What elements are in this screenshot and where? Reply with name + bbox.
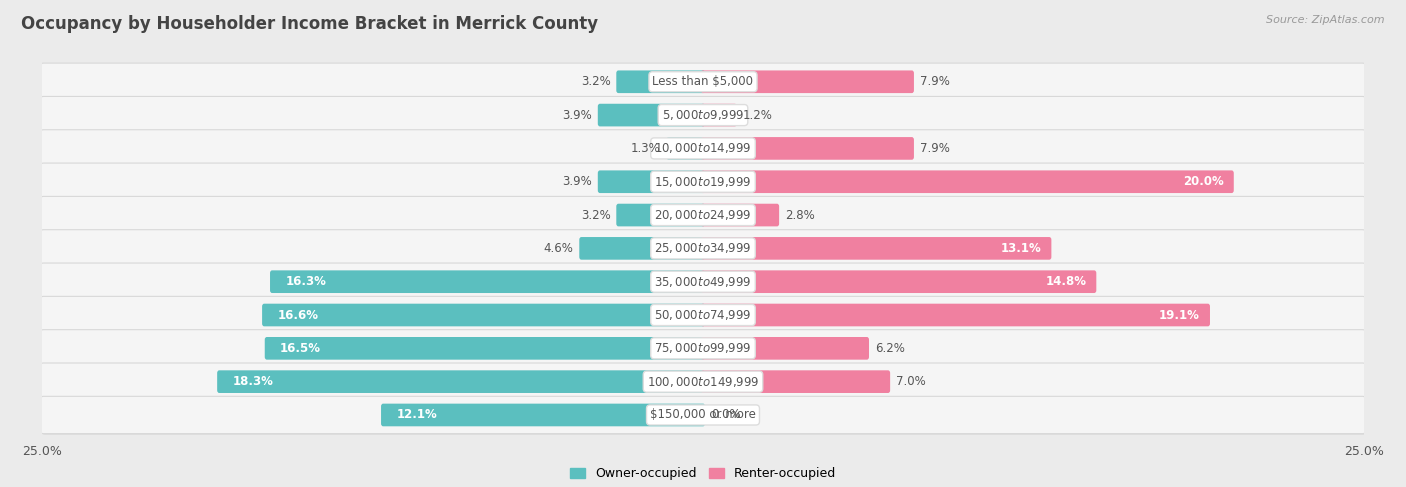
Text: 16.3%: 16.3% — [285, 275, 326, 288]
Text: Less than $5,000: Less than $5,000 — [652, 75, 754, 88]
Text: $100,000 to $149,999: $100,000 to $149,999 — [647, 375, 759, 389]
Text: $35,000 to $49,999: $35,000 to $49,999 — [654, 275, 752, 289]
FancyBboxPatch shape — [598, 170, 706, 193]
Text: 3.2%: 3.2% — [581, 75, 610, 88]
Text: 4.6%: 4.6% — [544, 242, 574, 255]
Text: 16.6%: 16.6% — [277, 308, 318, 321]
Text: 7.9%: 7.9% — [920, 142, 949, 155]
Text: $150,000 or more: $150,000 or more — [650, 409, 756, 421]
Text: Occupancy by Householder Income Bracket in Merrick County: Occupancy by Householder Income Bracket … — [21, 15, 598, 33]
Text: 1.2%: 1.2% — [742, 109, 772, 122]
Text: $15,000 to $19,999: $15,000 to $19,999 — [654, 175, 752, 189]
FancyBboxPatch shape — [264, 337, 706, 360]
FancyBboxPatch shape — [39, 230, 1367, 267]
Text: 20.0%: 20.0% — [1182, 175, 1223, 188]
Text: Source: ZipAtlas.com: Source: ZipAtlas.com — [1267, 15, 1385, 25]
Text: 19.1%: 19.1% — [1159, 308, 1199, 321]
Text: 18.3%: 18.3% — [232, 375, 273, 388]
Text: 0.0%: 0.0% — [711, 409, 741, 421]
FancyBboxPatch shape — [41, 231, 1371, 268]
Text: 1.3%: 1.3% — [631, 142, 661, 155]
FancyBboxPatch shape — [41, 97, 1371, 135]
Text: 13.1%: 13.1% — [1001, 242, 1042, 255]
Text: 14.8%: 14.8% — [1045, 275, 1087, 288]
Text: $5,000 to $9,999: $5,000 to $9,999 — [662, 108, 744, 122]
FancyBboxPatch shape — [39, 63, 1367, 100]
FancyBboxPatch shape — [39, 130, 1367, 167]
FancyBboxPatch shape — [666, 137, 706, 160]
FancyBboxPatch shape — [39, 196, 1367, 234]
FancyBboxPatch shape — [700, 370, 890, 393]
FancyBboxPatch shape — [39, 363, 1367, 400]
FancyBboxPatch shape — [262, 304, 706, 326]
FancyBboxPatch shape — [41, 131, 1371, 168]
FancyBboxPatch shape — [41, 298, 1371, 335]
FancyBboxPatch shape — [700, 104, 737, 127]
FancyBboxPatch shape — [381, 404, 706, 426]
Text: 7.9%: 7.9% — [920, 75, 949, 88]
FancyBboxPatch shape — [598, 104, 706, 127]
FancyBboxPatch shape — [270, 270, 706, 293]
Text: 6.2%: 6.2% — [875, 342, 904, 355]
FancyBboxPatch shape — [616, 204, 706, 226]
FancyBboxPatch shape — [700, 337, 869, 360]
FancyBboxPatch shape — [700, 204, 779, 226]
FancyBboxPatch shape — [41, 164, 1371, 202]
Text: 7.0%: 7.0% — [896, 375, 925, 388]
FancyBboxPatch shape — [217, 370, 706, 393]
Text: 3.9%: 3.9% — [562, 109, 592, 122]
FancyBboxPatch shape — [41, 264, 1371, 301]
Text: 12.1%: 12.1% — [396, 409, 437, 421]
FancyBboxPatch shape — [39, 163, 1367, 200]
Text: $75,000 to $99,999: $75,000 to $99,999 — [654, 341, 752, 356]
FancyBboxPatch shape — [39, 263, 1367, 300]
FancyBboxPatch shape — [41, 64, 1371, 101]
FancyBboxPatch shape — [700, 237, 1052, 260]
Text: $10,000 to $14,999: $10,000 to $14,999 — [654, 141, 752, 155]
FancyBboxPatch shape — [700, 304, 1211, 326]
Text: 3.2%: 3.2% — [581, 208, 610, 222]
Text: $50,000 to $74,999: $50,000 to $74,999 — [654, 308, 752, 322]
Legend: Owner-occupied, Renter-occupied: Owner-occupied, Renter-occupied — [565, 462, 841, 485]
FancyBboxPatch shape — [700, 137, 914, 160]
Text: $20,000 to $24,999: $20,000 to $24,999 — [654, 208, 752, 222]
FancyBboxPatch shape — [39, 96, 1367, 134]
FancyBboxPatch shape — [579, 237, 706, 260]
FancyBboxPatch shape — [39, 330, 1367, 367]
Text: 2.8%: 2.8% — [785, 208, 814, 222]
FancyBboxPatch shape — [700, 71, 914, 93]
FancyBboxPatch shape — [700, 270, 1097, 293]
Text: 16.5%: 16.5% — [280, 342, 321, 355]
Text: 3.9%: 3.9% — [562, 175, 592, 188]
FancyBboxPatch shape — [41, 331, 1371, 368]
Text: $25,000 to $34,999: $25,000 to $34,999 — [654, 242, 752, 255]
FancyBboxPatch shape — [39, 297, 1367, 334]
FancyBboxPatch shape — [41, 397, 1371, 434]
FancyBboxPatch shape — [41, 197, 1371, 235]
FancyBboxPatch shape — [39, 396, 1367, 433]
FancyBboxPatch shape — [700, 170, 1234, 193]
FancyBboxPatch shape — [616, 71, 706, 93]
FancyBboxPatch shape — [41, 364, 1371, 401]
